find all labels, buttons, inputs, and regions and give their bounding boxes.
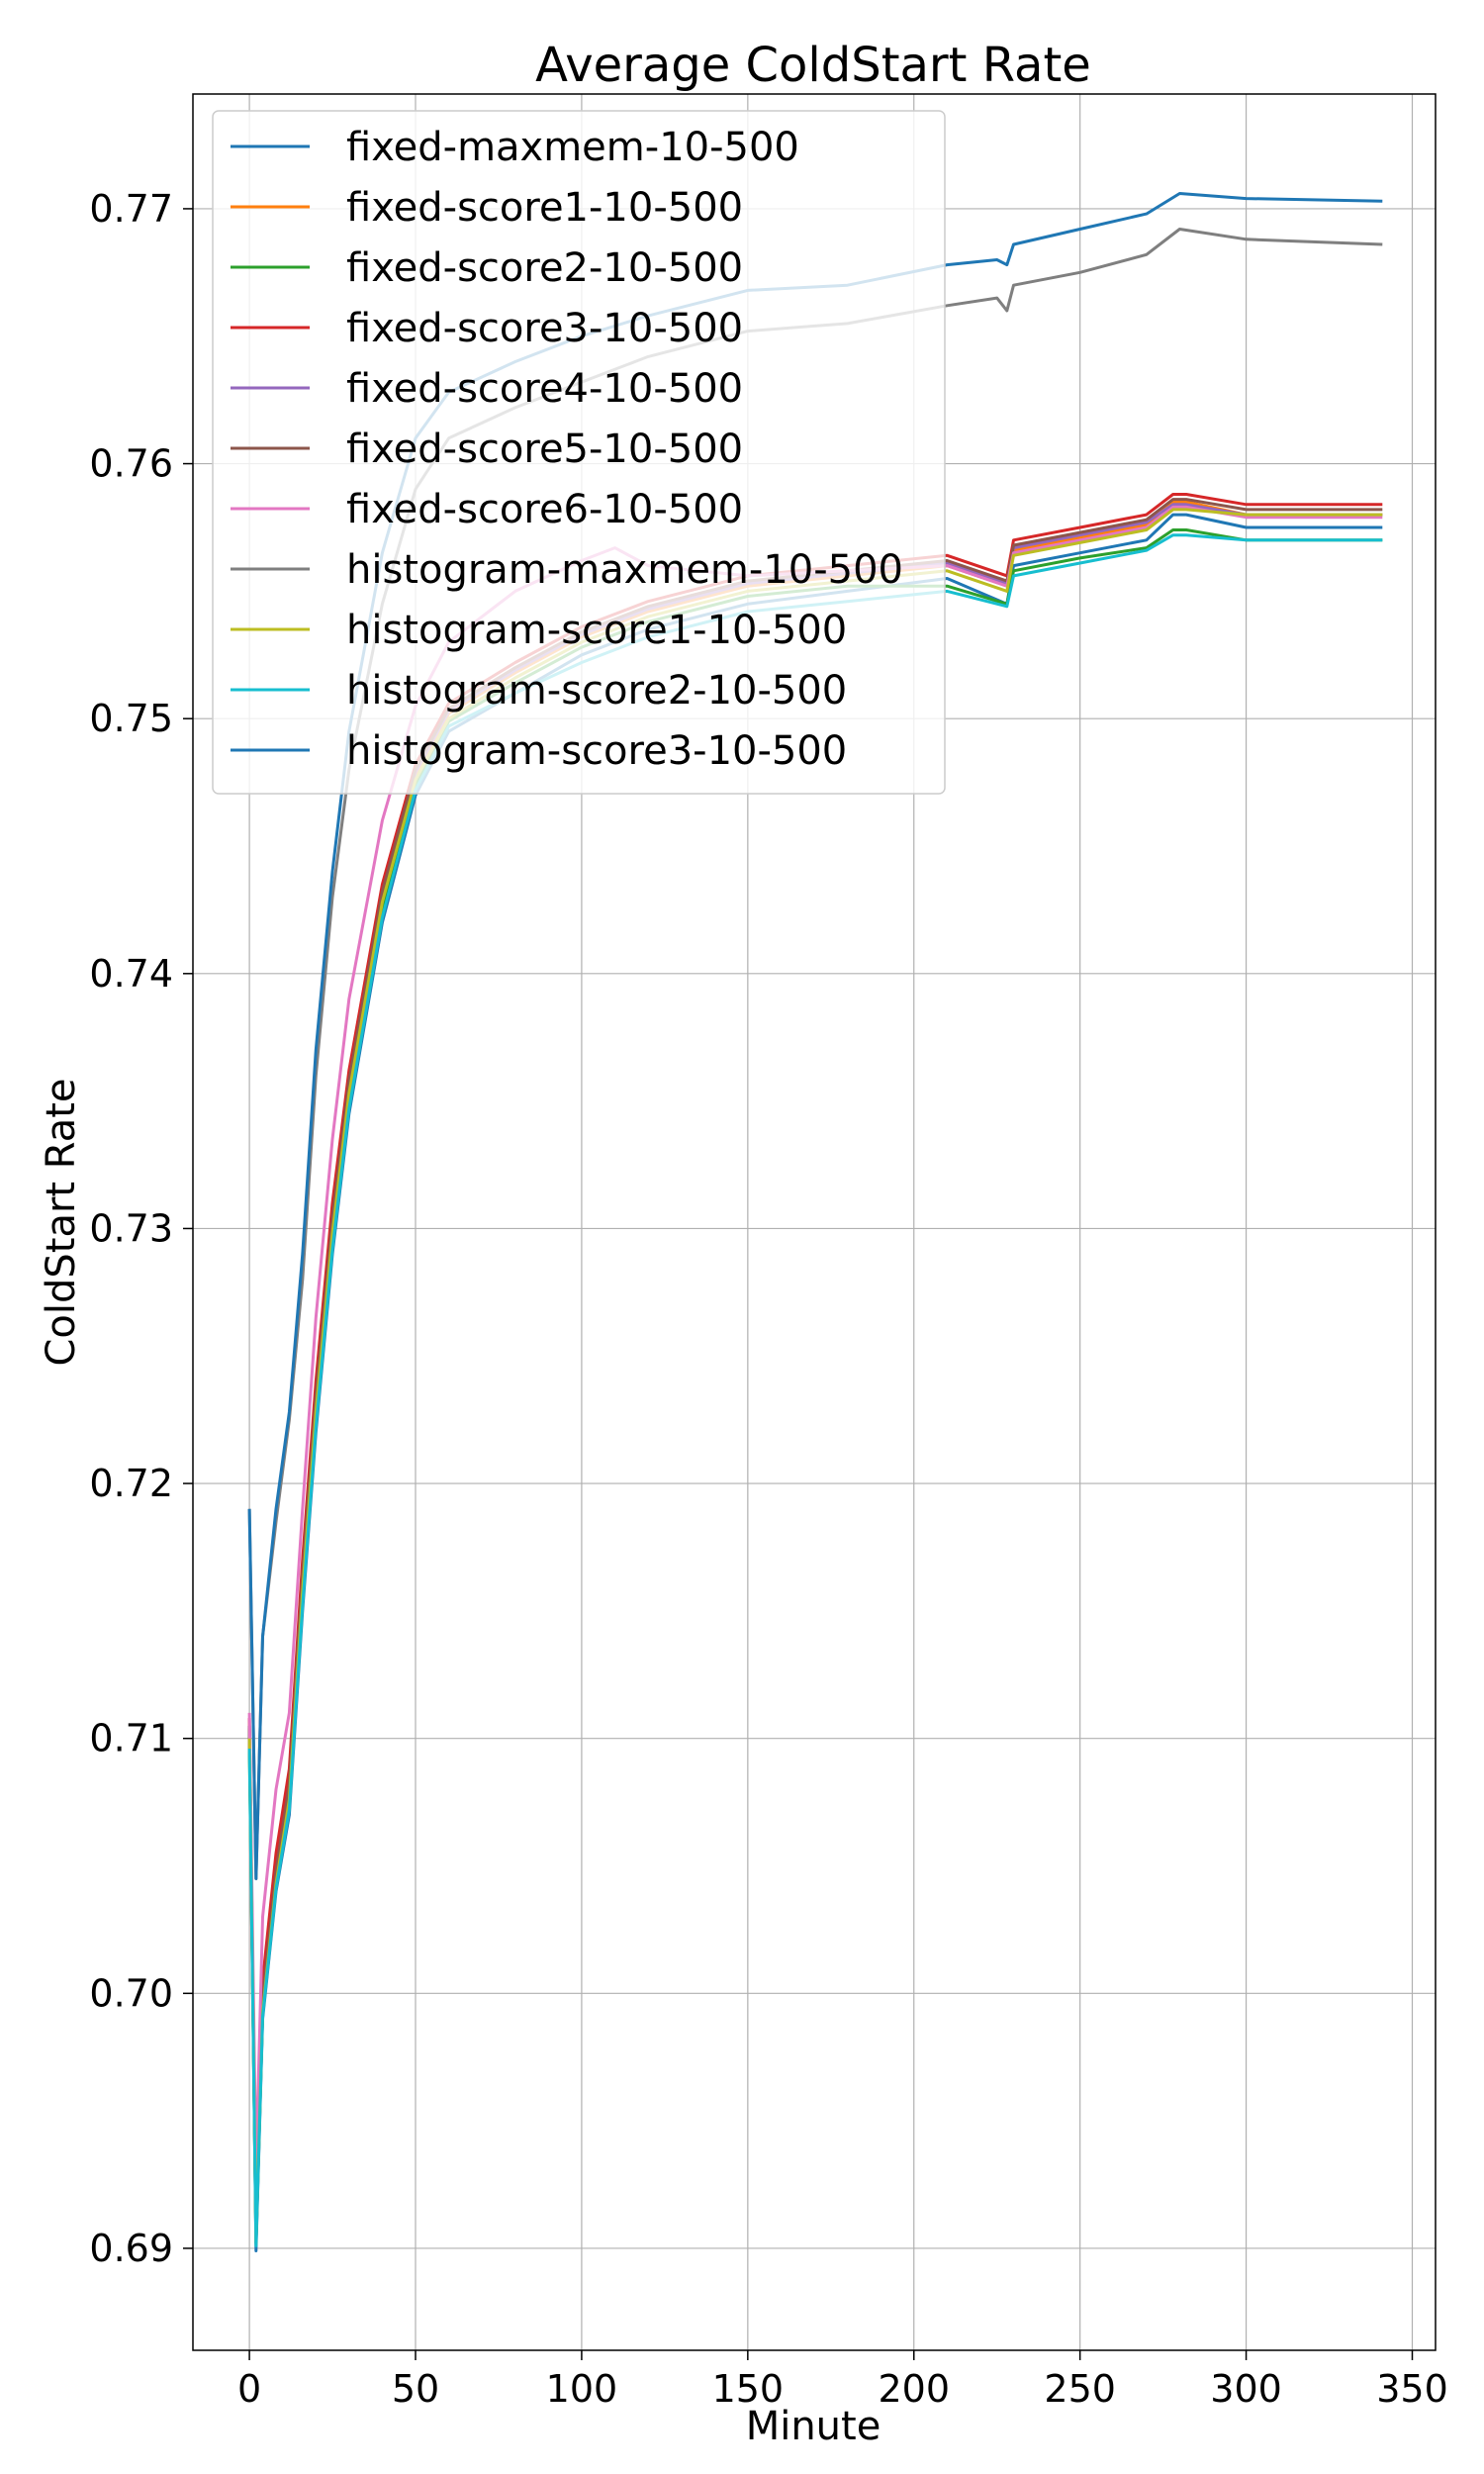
x-axis-ticks: 0 50 100 150 200 250 300 350 bbox=[237, 2350, 1448, 2411]
y-axis-ticks: 0.69 0.70 0.71 0.72 0.73 0.74 0.75 0.76 0.77 bbox=[89, 187, 193, 2270]
x-tick-label: 100 bbox=[546, 2367, 618, 2411]
y-tick-label: 0.72 bbox=[89, 1462, 173, 1505]
legend-label: fixed-score2-10-500 bbox=[346, 245, 743, 291]
plot-frame bbox=[192, 93, 1437, 2351]
x-axis-label: Minute bbox=[746, 2404, 881, 2449]
y-tick-label: 0.74 bbox=[89, 952, 173, 996]
x-tick-label: 50 bbox=[392, 2367, 439, 2411]
legend-label: fixed-score1-10-500 bbox=[346, 185, 743, 231]
y-axis-label: ColdStart Rate bbox=[39, 1078, 84, 1366]
y-tick-label: 0.73 bbox=[89, 1206, 173, 1250]
x-tick-label: 350 bbox=[1376, 2367, 1448, 2411]
chart-title: Average ColdStart Rate bbox=[535, 38, 1091, 93]
y-tick-label: 0.75 bbox=[89, 697, 173, 740]
y-tick-label: 0.69 bbox=[89, 2227, 173, 2270]
x-tick-label: 150 bbox=[712, 2367, 785, 2411]
legend-label: fixed-score3-10-500 bbox=[346, 306, 743, 351]
legend-label: histogram-score3-10-500 bbox=[346, 728, 847, 774]
legend-label: fixed-score4-10-500 bbox=[346, 366, 743, 412]
y-tick-label: 0.77 bbox=[89, 187, 173, 231]
legend: fixed-maxmem-10-500 fixed-score1-10-500 fi… bbox=[212, 110, 946, 795]
legend-label: histogram-maxmem-10-500 bbox=[346, 547, 903, 593]
y-tick-label: 0.70 bbox=[89, 1971, 173, 2015]
legend-label: fixed-score5-10-500 bbox=[346, 427, 743, 472]
x-tick-label: 300 bbox=[1210, 2367, 1282, 2411]
x-tick-label: 250 bbox=[1044, 2367, 1116, 2411]
legend-label: fixed-score6-10-500 bbox=[346, 487, 743, 532]
grid-lines bbox=[193, 94, 1436, 2350]
x-tick-label: 0 bbox=[237, 2367, 261, 2411]
legend-box bbox=[212, 110, 946, 795]
y-tick-label: 0.71 bbox=[89, 1717, 173, 1760]
x-tick-label: 200 bbox=[878, 2367, 950, 2411]
legend-label: histogram-score1-10-500 bbox=[346, 608, 847, 653]
legend-label: fixed-maxmem-10-500 bbox=[346, 125, 799, 170]
legend-label: histogram-score2-10-500 bbox=[346, 668, 847, 714]
y-tick-label: 0.76 bbox=[89, 442, 173, 486]
